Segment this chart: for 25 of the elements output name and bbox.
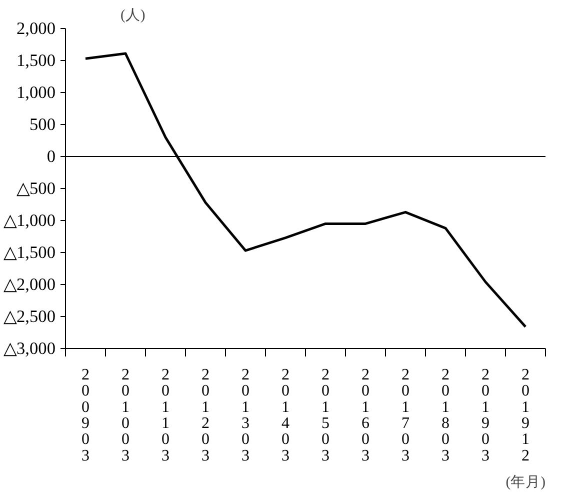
y-tick-label: △2,000	[4, 275, 56, 294]
x-tick-label: 201903	[482, 366, 490, 464]
y-axis-title: (人)	[120, 8, 146, 24]
x-tick-label: 201703	[402, 366, 410, 464]
y-tick-label: 1,000	[16, 83, 56, 102]
y-tick-label: 1,500	[16, 51, 56, 70]
x-tick-label: 201603	[362, 366, 370, 464]
y-tick-label: 0	[46, 147, 56, 166]
x-tick-label: 201803	[442, 366, 450, 464]
y-tick-label: △2,500	[4, 307, 56, 326]
y-tick-label: △3,000	[4, 339, 56, 358]
x-tick-label: 201203	[202, 366, 210, 464]
y-tick-label: 2,000	[16, 19, 56, 38]
x-tick-label: 201103	[162, 366, 170, 464]
x-tick-label: 201912	[522, 366, 530, 464]
x-tick-label: 201303	[242, 366, 250, 464]
y-tick-label: △500	[16, 179, 56, 198]
x-tick-label: 201003	[122, 366, 130, 464]
y-tick-label: △1,500	[4, 243, 56, 262]
x-tick-label: 201503	[322, 366, 330, 464]
x-tick-label: 200903	[82, 366, 90, 464]
y-tick-label: 500	[30, 115, 56, 134]
y-tick-label: △1,000	[4, 211, 56, 230]
x-tick-label: 201403	[282, 366, 290, 464]
x-axis-title: (年月)	[506, 474, 546, 490]
